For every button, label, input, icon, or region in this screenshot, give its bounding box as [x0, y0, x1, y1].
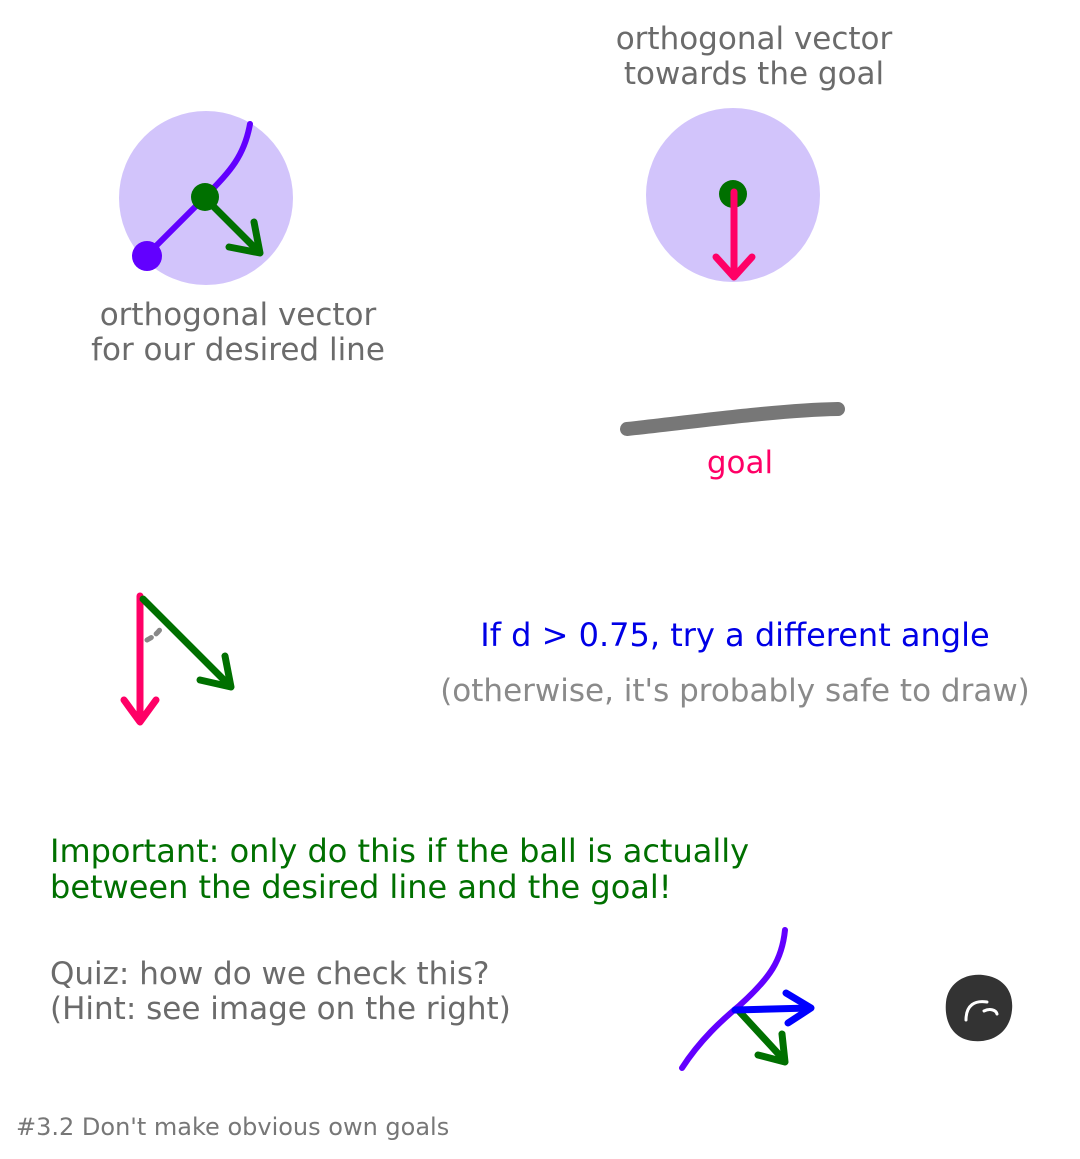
- goal-vector-arrow: [712, 188, 756, 281]
- goal-label: goal: [706, 445, 774, 481]
- otherwise-text: (otherwise, it's probably safe to draw): [440, 673, 1030, 709]
- quiz-text: Quiz: how do we check this? (Hint: see i…: [50, 956, 511, 1027]
- orthogonal-vector-arrow-compare: [139, 595, 235, 691]
- towards-goal-caption: orthogonal vector towards the goal: [615, 21, 893, 92]
- goal-bar: [620, 402, 845, 436]
- check-vector-arrow: [731, 989, 815, 1027]
- footer-title: #3.2 Don't make obvious own goals: [16, 1113, 450, 1141]
- line-start-dot: [132, 241, 162, 271]
- ball-icon: [945, 974, 1013, 1042]
- vector-comparison-figure: [120, 592, 235, 726]
- towards-goal-figure: [646, 108, 820, 282]
- important-note: Important: only do this if the ball is a…: [50, 832, 750, 906]
- orthogonal-vector-arrow: [206, 199, 264, 257]
- desired-line-check: [679, 927, 788, 1071]
- orthogonal-vector-arrow-check: [734, 1006, 789, 1066]
- goal-vector-arrow-compare: [120, 592, 160, 726]
- desired-line-figure: [119, 111, 293, 285]
- angle-arc: [144, 625, 164, 643]
- rule-text: If d > 0.75, try a different angle: [480, 616, 990, 654]
- ball-check-figure: [679, 927, 1013, 1071]
- desired-line-caption: orthogonal vector for our desired line: [91, 297, 385, 368]
